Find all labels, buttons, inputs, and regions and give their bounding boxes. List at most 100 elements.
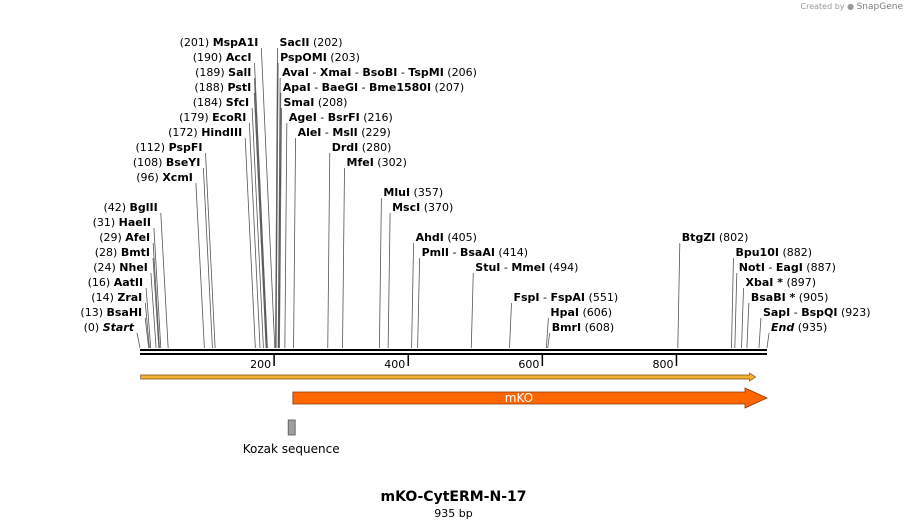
site-text: BtgZI (802) (682, 231, 749, 244)
site-label-mlui[interactable]: MluI (357) (383, 186, 443, 199)
site-label-bglii[interactable]: (42) BglII (103, 201, 157, 214)
site-label-fspi[interactable]: FspI - FspAI (551) (513, 291, 618, 304)
site-leader-line (152, 257, 160, 349)
site-leader-line (144, 317, 150, 349)
site-text: SmaI (208) (283, 96, 347, 109)
enzyme-name: MfeI (347, 156, 374, 169)
enzyme-name: HaeII (119, 216, 151, 229)
site-text: (0) Start (84, 321, 135, 334)
site-leader-line (734, 272, 738, 349)
enzyme-name: BmtI (121, 246, 150, 259)
enzyme-name: TspMI (408, 66, 444, 79)
site-label-nhei[interactable]: (24) NheI (93, 261, 148, 274)
enzyme-name: AgeI (289, 111, 317, 124)
site-label-smai[interactable]: SmaI (208) (283, 96, 347, 109)
site-text: (14) ZraI (91, 291, 142, 304)
site-position: (29) (99, 231, 125, 244)
site-label-alei[interactable]: AleI - MslI (229) (298, 126, 391, 139)
site-label-pmli[interactable]: PmlI - BsaAI (414) (422, 246, 528, 259)
site-leader-line (766, 332, 770, 349)
enzyme-name: BsaBI * (751, 291, 796, 304)
site-separator: - (790, 306, 801, 319)
site-separator: - (449, 246, 460, 259)
site-text: (189) SalI (195, 66, 251, 79)
site-label-mspa1i[interactable]: (201) MspA1I (180, 36, 259, 49)
site-position: (882) (779, 246, 812, 259)
site-text: PspOMI (203) (280, 51, 360, 64)
mko-feature-label: mKO (505, 391, 533, 405)
site-leader-line (136, 332, 141, 349)
site-text: MluI (357) (383, 186, 443, 199)
site-label-stui[interactable]: StuI - MmeI (494) (475, 261, 578, 274)
site-text: (24) NheI (93, 261, 148, 274)
scale-ticks: 200 400 600 800 (250, 355, 678, 371)
enzyme-name: XcmI (162, 171, 193, 184)
site-label-sapi[interactable]: SapI - BspQI (923) (763, 306, 871, 319)
site-leader-line (545, 317, 549, 349)
site-text: (31) HaeII (93, 216, 151, 229)
site-label-xbai[interactable]: XbaI * (897) (746, 276, 817, 289)
enzyme-name: AleI (298, 126, 322, 139)
site-label-bmri[interactable]: BmrI (608) (552, 321, 614, 334)
site-label-sfci[interactable]: (184) SfcI (193, 96, 249, 109)
site-position: (189) (195, 66, 228, 79)
site-leader-line (342, 167, 345, 349)
site-position: (16) (88, 276, 114, 289)
site-label-aatii[interactable]: (16) AatII (88, 276, 143, 289)
site-position: (606) (579, 306, 612, 319)
kozak-feature-box[interactable] (287, 419, 296, 436)
site-text: (190) AccI (193, 51, 252, 64)
site-label-btgzi[interactable]: BtgZI (802) (682, 231, 749, 244)
site-label-end[interactable]: End (935) (771, 321, 827, 334)
site-label-drdi[interactable]: DrdI (280) (332, 141, 392, 154)
site-label-sali[interactable]: (189) SalI (195, 66, 251, 79)
site-label-bsahi[interactable]: (13) BsaHI (80, 306, 142, 319)
site-label-bseyi[interactable]: (108) BseYI (133, 156, 201, 169)
site-label-psti[interactable]: (188) PstI (194, 81, 251, 94)
site-label-pspfi[interactable]: (112) PspFI (136, 141, 203, 154)
site-leader-line (677, 242, 681, 349)
orf-arrow[interactable] (140, 372, 757, 382)
site-separator: - (540, 291, 551, 304)
enzyme-name: SfcI (226, 96, 249, 109)
site-position: (414) (495, 246, 528, 259)
site-label-msci[interactable]: MscI (370) (392, 201, 453, 214)
site-label-afei[interactable]: (29) AfeI (99, 231, 150, 244)
site-label-pspomi[interactable]: PspOMI (203) (280, 51, 360, 64)
credit-line: Created by ● SnapGene (801, 2, 904, 12)
enzyme-name: BsoBI (362, 66, 397, 79)
site-label-acci[interactable]: (190) AccI (193, 51, 252, 64)
site-label-bsabi[interactable]: BsaBI * (905) (751, 291, 829, 304)
site-text: BsaBI * (905) (751, 291, 829, 304)
site-label-bmti[interactable]: (28) BmtI (95, 246, 150, 259)
site-label-agei[interactable]: AgeI - BsrFI (216) (289, 111, 393, 124)
site-label-mfei[interactable]: MfeI (302) (347, 156, 407, 169)
restriction-site-labels: (201) MspA1I SacII (202) (190) AccI PspOMI … (80, 36, 870, 334)
site-label-haeii[interactable]: (31) HaeII (93, 216, 151, 229)
site-text: AgeI - BsrFI (216) (289, 111, 393, 124)
site-label-noti[interactable]: NotI - EagI (887) (739, 261, 836, 274)
site-text: (112) PspFI (136, 141, 203, 154)
site-label-ahdi[interactable]: AhdI (405) (416, 231, 477, 244)
site-separator: - (321, 126, 332, 139)
site-position: (188) (194, 81, 227, 94)
site-label-sacii[interactable]: SacII (202) (279, 36, 342, 49)
site-label-ecori[interactable]: (179) EcoRI (179, 111, 246, 124)
site-separator: - (500, 261, 511, 274)
site-text: MscI (370) (392, 201, 453, 214)
site-label-hpai[interactable]: HpaI (606) (550, 306, 612, 319)
site-label-xcmi[interactable]: (96) XcmI (136, 171, 193, 184)
site-label-bpu10i[interactable]: Bpu10I (882) (735, 246, 812, 259)
site-leader-line (275, 62, 279, 349)
site-label-start[interactable]: (0) Start (84, 321, 135, 334)
site-position: (280) (358, 141, 391, 154)
site-label-avai[interactable]: AvaI - XmaI - BsoBI - TspMI (206) (282, 66, 477, 79)
site-label-apai[interactable]: ApaI - BaeGI - Bme1580I (207) (283, 81, 464, 94)
site-position: (551) (585, 291, 618, 304)
site-label-hindiii[interactable]: (172) HindIII (168, 126, 242, 139)
site-leader-line (327, 152, 331, 349)
site-label-zrai[interactable]: (14) ZraI (91, 291, 142, 304)
site-position: (905) (795, 291, 828, 304)
mko-feature-arrow[interactable] (292, 387, 768, 409)
